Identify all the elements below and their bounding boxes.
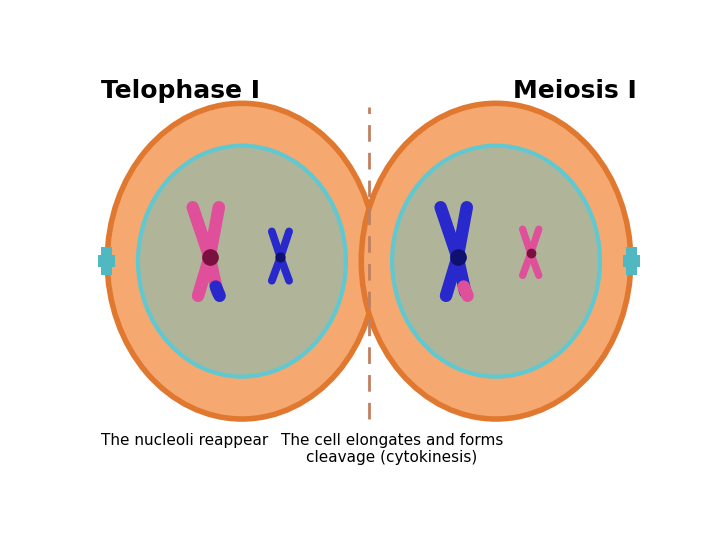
Bar bbox=[101, 267, 112, 275]
Text: The cell elongates and forms
cleavage (cytokinesis): The cell elongates and forms cleavage (c… bbox=[281, 433, 503, 465]
Bar bbox=[98, 255, 115, 267]
Ellipse shape bbox=[138, 146, 346, 377]
Ellipse shape bbox=[361, 103, 631, 419]
Text: Meiosis I: Meiosis I bbox=[513, 79, 637, 103]
Text: The nucleoli reappear: The nucleoli reappear bbox=[101, 433, 269, 448]
Bar bbox=[626, 267, 637, 275]
Bar bbox=[626, 247, 637, 255]
Bar bbox=[101, 247, 112, 255]
Text: Telophase I: Telophase I bbox=[101, 79, 260, 103]
Ellipse shape bbox=[107, 103, 377, 419]
Bar bbox=[623, 255, 640, 267]
Ellipse shape bbox=[392, 146, 600, 377]
